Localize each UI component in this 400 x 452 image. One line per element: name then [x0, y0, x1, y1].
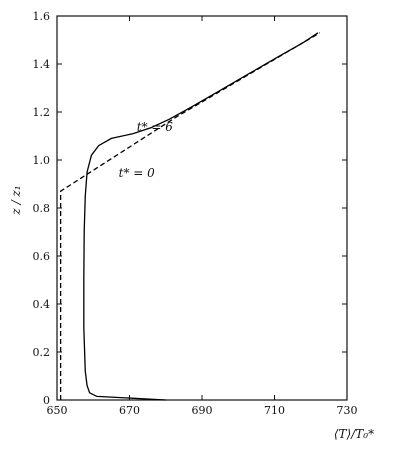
y-tick-label: 1.6 [33, 10, 51, 23]
x-tick-label: 690 [192, 404, 213, 417]
axis-ticks: 650 670 690 710 730 0 0.2 0.4 0.6 0.8 1.0 1.2 1.4 1.6 [33, 10, 358, 417]
annotations: t* = 6 t* = 0 [119, 120, 174, 180]
series-line-t-0 [59, 32, 321, 400]
y-tick-label: 0.6 [33, 250, 51, 263]
y-tick-label: 0.8 [33, 202, 51, 215]
series-annotation: t* = 6 [137, 120, 174, 134]
x-tick-label: 650 [47, 404, 68, 417]
x-tick-label: 710 [264, 404, 285, 417]
plot-border [56, 15, 348, 401]
y-tick-label: 1.2 [33, 106, 51, 119]
y-tick-label: 1.0 [33, 154, 51, 167]
series-line-t-6 [83, 32, 319, 401]
x-tick-label: 670 [119, 404, 140, 417]
y-tick-label: 0.2 [33, 346, 51, 359]
series-group [59, 32, 321, 401]
series-annotation: t* = 0 [119, 166, 156, 180]
y-tick-label: 1.4 [33, 58, 51, 71]
x-axis-label: ⟨T⟩/T₀* [334, 427, 374, 441]
x-tick-label: 730 [337, 404, 358, 417]
y-tick-label: 0 [43, 394, 50, 407]
y-axis-label: z / z₁ [9, 185, 23, 215]
y-tick-label: 0.4 [33, 298, 51, 311]
plot-frame [56, 15, 348, 401]
